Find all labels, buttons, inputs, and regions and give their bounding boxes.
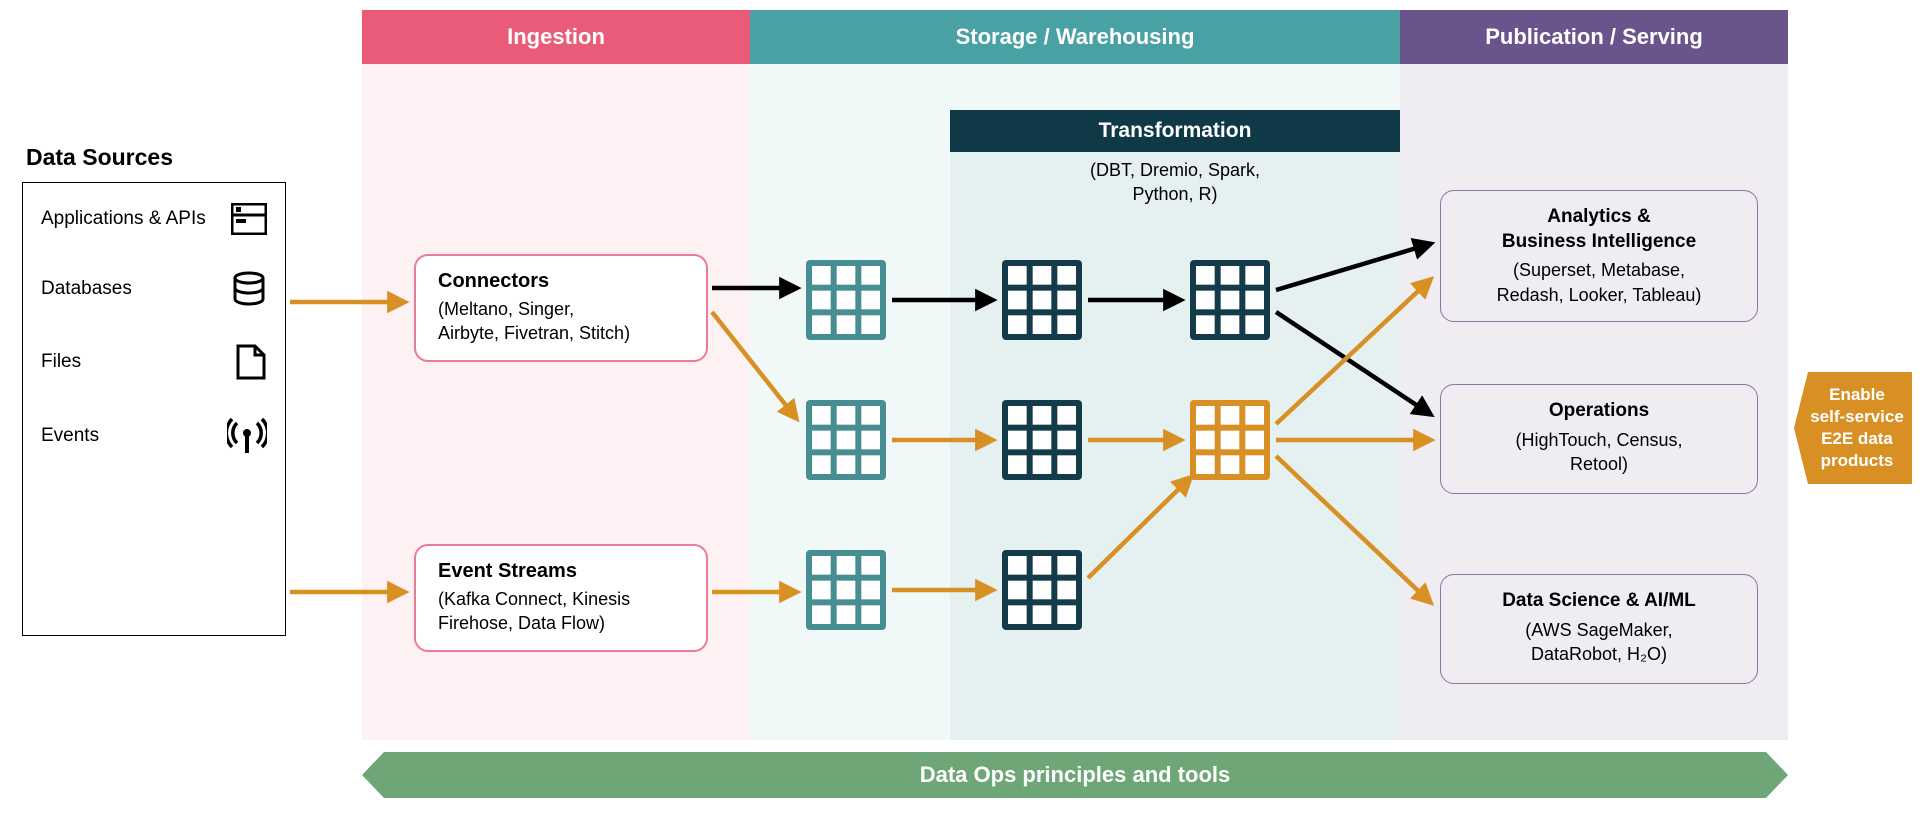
serving-card-sub: (AWS SageMaker,DataRobot, H₂O): [1459, 618, 1739, 667]
serving-card-title: Data Science & AI/ML: [1459, 589, 1739, 614]
connectors-card: Connectors (Meltano, Singer,Airbyte, Five…: [414, 254, 708, 362]
grid-icon: [806, 400, 886, 485]
self-service-callout-text: Enableself-serviceE2E dataproducts: [1802, 372, 1912, 484]
self-service-callout: Enableself-serviceE2E dataproducts: [1794, 372, 1912, 484]
transformation-subtitle: (DBT, Dremio, Spark,Python, R): [950, 158, 1400, 207]
footer-bar-text: Data Ops principles and tools: [362, 752, 1788, 798]
card-title: Event Streams: [438, 560, 684, 583]
source-row-antenna: Events: [41, 417, 267, 455]
source-label: Events: [41, 424, 227, 448]
serving-card-sub: (Superset, Metabase,Redash, Looker, Tabl…: [1459, 258, 1739, 307]
serving-card-0: Analytics &Business Intelligence(Superse…: [1440, 190, 1758, 322]
transformation-header: Transformation: [950, 110, 1400, 152]
antenna-icon: [227, 417, 267, 455]
grid-icon: [806, 260, 886, 345]
grid-icon: [1002, 550, 1082, 635]
card-sub: (Meltano, Singer,Airbyte, Fivetran, Stit…: [438, 297, 684, 346]
serving-card-title: Operations: [1459, 399, 1739, 424]
source-row-database: Databases: [41, 271, 267, 307]
database-icon: [229, 271, 267, 307]
source-label: Applications & APIs: [41, 207, 229, 231]
source-row-app: Applications & APIs: [41, 203, 267, 235]
data-sources-box: Applications & APIs Databases Files Events: [22, 182, 286, 636]
card-sub: (Kafka Connect, KinesisFirehose, Data Fl…: [438, 587, 684, 636]
app-icon: [229, 203, 267, 235]
grid-icon: [1190, 260, 1270, 345]
event-streams-card: Event Streams (Kafka Connect, KinesisFire…: [414, 544, 708, 652]
grid-icon: [1002, 400, 1082, 485]
serving-card-1: Operations (HighTouch, Census,Retool): [1440, 384, 1758, 494]
source-row-file: Files: [41, 343, 267, 381]
grid-icon: [1002, 260, 1082, 345]
grid-icon: [806, 550, 886, 635]
footer-bar: Data Ops principles and tools: [362, 752, 1788, 798]
serving-card-2: Data Science & AI/ML (AWS SageMaker,DataR…: [1440, 574, 1758, 684]
serving-header: Publication / Serving: [1400, 10, 1788, 64]
card-title: Connectors: [438, 270, 684, 293]
grid-icon: [1190, 400, 1270, 485]
file-icon: [229, 343, 267, 381]
storage-header: Storage / Warehousing: [750, 10, 1400, 64]
source-label: Files: [41, 350, 229, 374]
source-label: Databases: [41, 277, 229, 301]
serving-card-sub: (HighTouch, Census,Retool): [1459, 428, 1739, 477]
ingestion-header: Ingestion: [362, 10, 750, 64]
data-sources-title: Data Sources: [26, 144, 173, 171]
serving-card-title: Analytics &Business Intelligence: [1459, 205, 1739, 254]
